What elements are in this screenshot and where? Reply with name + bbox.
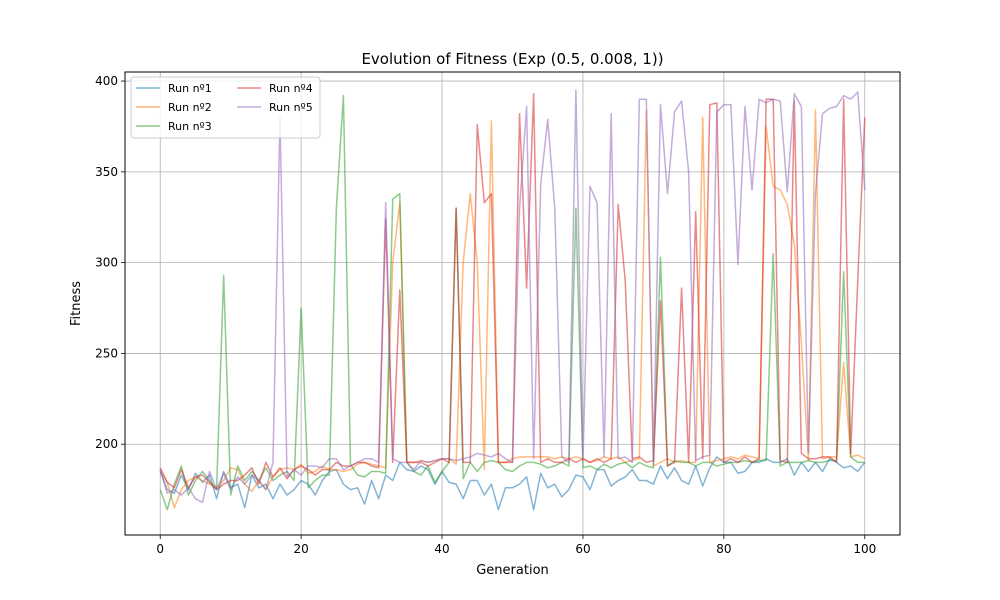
y-tick-label: 350	[95, 165, 118, 179]
legend-box	[130, 76, 321, 139]
plot-frame	[124, 71, 901, 536]
legend-label-run-2: Run nº2	[168, 101, 212, 114]
legend-label-run-3: Run nº3	[168, 120, 212, 133]
legend-label-run-1: Run nº1	[168, 82, 212, 95]
series-line-run-5	[159, 89, 866, 504]
legend: Run nº1 Run nº2 Run nº3 Run nº4 Run nº5	[130, 76, 321, 139]
x-tick-label: 80	[716, 542, 731, 556]
chart-title: Evolution of Fitness (Exp (0.5, 0.008, 1…	[361, 50, 663, 68]
x-axis-label: Generation	[476, 563, 549, 578]
series-line-run-3	[159, 94, 865, 511]
x-tick-label: 0	[156, 542, 164, 556]
x-tick-label: 20	[293, 542, 308, 556]
x-tick-label: 60	[575, 542, 590, 556]
y-tick-label: 400	[95, 74, 118, 88]
axis-ticks: 0 20 40 60 80 100 200 250 300 350 400	[95, 74, 876, 556]
y-tick-label: 250	[95, 346, 118, 360]
y-axis-label: Fitness	[69, 281, 84, 326]
y-tick-label: 200	[95, 437, 118, 451]
x-tick-label: 40	[434, 542, 449, 556]
legend-label-run-4: Run nº4	[269, 82, 313, 95]
x-tick-label: 100	[853, 542, 876, 556]
legend-label-run-5: Run nº5	[269, 101, 313, 114]
series-line-run-1	[159, 456, 866, 511]
y-tick-label: 300	[95, 256, 118, 270]
series-lines	[159, 89, 866, 511]
